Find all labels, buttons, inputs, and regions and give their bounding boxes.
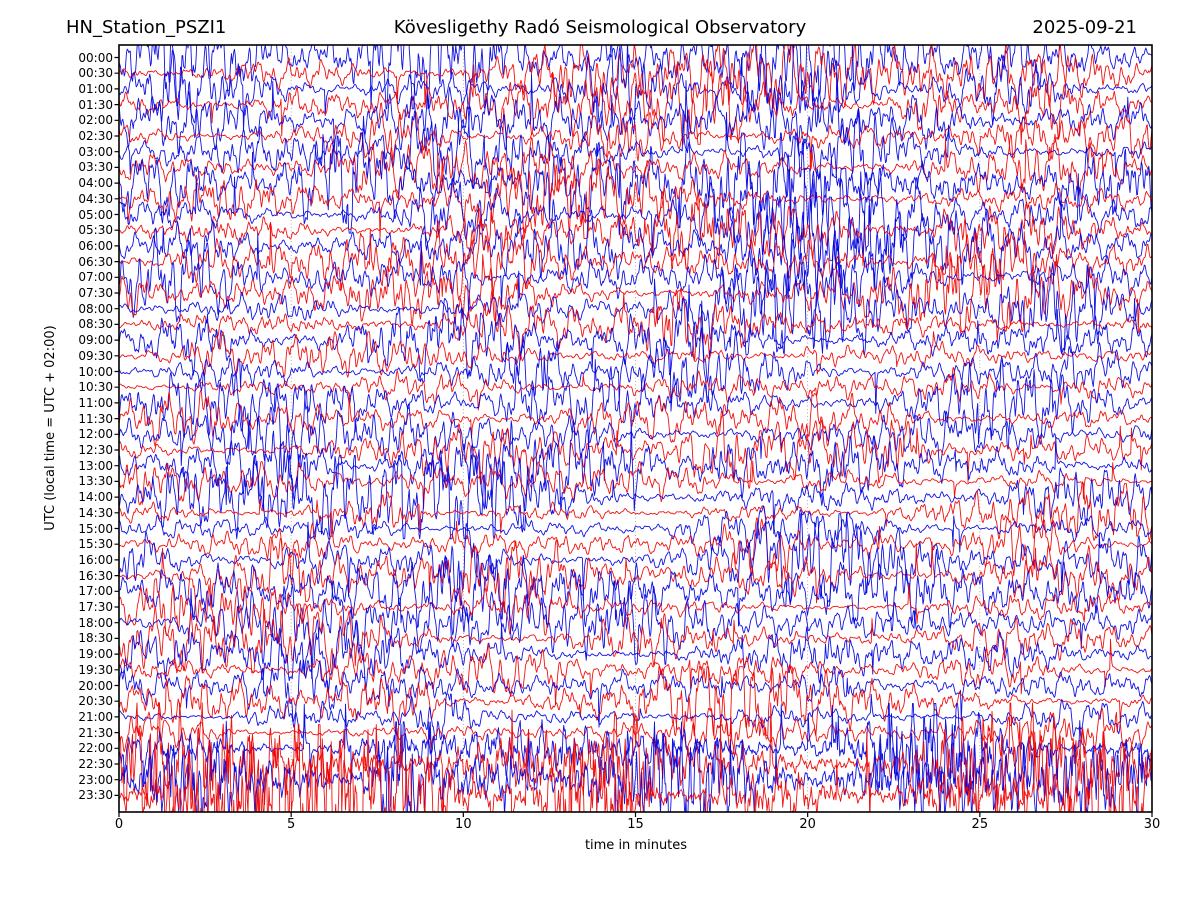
y-tick-label: 05:30 (78, 223, 113, 238)
y-tick-label: 11:30 (78, 411, 113, 426)
x-axis-title: time in minutes (584, 838, 688, 853)
x-tick-label: 0 (114, 817, 124, 832)
y-tick-label: 04:00 (78, 176, 113, 191)
y-tick-label: 09:30 (78, 348, 113, 363)
y-tick-label: 20:30 (78, 694, 113, 709)
y-tick-label: 13:30 (78, 474, 113, 489)
y-tick-label: 12:30 (78, 443, 113, 457)
y-tick-label: 00:30 (78, 66, 113, 81)
x-tick-label: 10 (455, 817, 472, 832)
y-tick-label: 17:00 (78, 584, 113, 599)
y-tick-label: 05:00 (78, 207, 113, 222)
y-tick-label: 10:00 (78, 364, 113, 379)
y-tick-label: 03:00 (78, 144, 113, 159)
y-tick-label: 14:30 (78, 505, 113, 520)
y-tick-label: 08:00 (78, 301, 113, 316)
y-tick-label: 23:30 (78, 788, 113, 803)
title-date: 2025-09-21 (1032, 17, 1137, 38)
y-tick-label: 16:30 (78, 568, 113, 583)
y-tick-label: 22:30 (78, 757, 113, 771)
y-tick-label: 07:30 (78, 286, 113, 300)
y-tick-label: 08:30 (78, 317, 113, 332)
x-tick-label: 20 (799, 817, 816, 832)
y-tick-label: 21:00 (78, 709, 113, 724)
y-tick-label: 00:00 (78, 50, 113, 65)
y-tick-label: 07:00 (78, 270, 113, 285)
y-tick-label: 13:00 (78, 458, 113, 473)
y-tick-label: 20:00 (78, 678, 113, 693)
y-tick-label: 23:00 (78, 772, 113, 787)
y-tick-label: 19:00 (78, 647, 113, 662)
y-tick-label: 02:30 (78, 129, 113, 143)
y-tick-label: 18:30 (78, 631, 113, 646)
y-tick-label: 12:00 (78, 427, 113, 442)
y-tick-label: 01:30 (78, 97, 113, 112)
y-tick-label: 16:00 (78, 552, 113, 567)
title-observatory: Kövesligethy Radó Seismological Observat… (393, 17, 807, 38)
x-tick-label: 15 (627, 817, 644, 832)
y-tick-label: 06:00 (78, 238, 113, 253)
y-tick-label: 17:30 (78, 600, 113, 614)
y-tick-label: 10:30 (78, 380, 113, 395)
y-tick-label: 09:00 (78, 333, 113, 348)
y-tick-label: 22:00 (78, 741, 113, 756)
x-tick-label: 25 (971, 817, 989, 832)
y-tick-label: 04:30 (78, 191, 113, 206)
y-tick-label: 19:30 (78, 662, 113, 677)
y-tick-label: 14:00 (78, 490, 113, 505)
x-tick-label: 5 (287, 817, 296, 832)
y-tick-label: 03:30 (78, 160, 113, 175)
y-tick-label: 01:00 (78, 81, 113, 96)
y-tick-label: 15:00 (78, 521, 113, 536)
y-tick-label: 18:00 (78, 615, 113, 630)
y-tick-label: 06:30 (78, 254, 113, 269)
x-tick-label: 30 (1143, 817, 1161, 832)
title-station: HN_Station_PSZI1 (66, 17, 227, 38)
y-tick-label: 11:00 (78, 395, 113, 410)
y-tick-label: 15:30 (78, 537, 113, 552)
y-tick-label: 21:30 (78, 725, 113, 740)
y-tick-label: 02:00 (78, 113, 113, 128)
